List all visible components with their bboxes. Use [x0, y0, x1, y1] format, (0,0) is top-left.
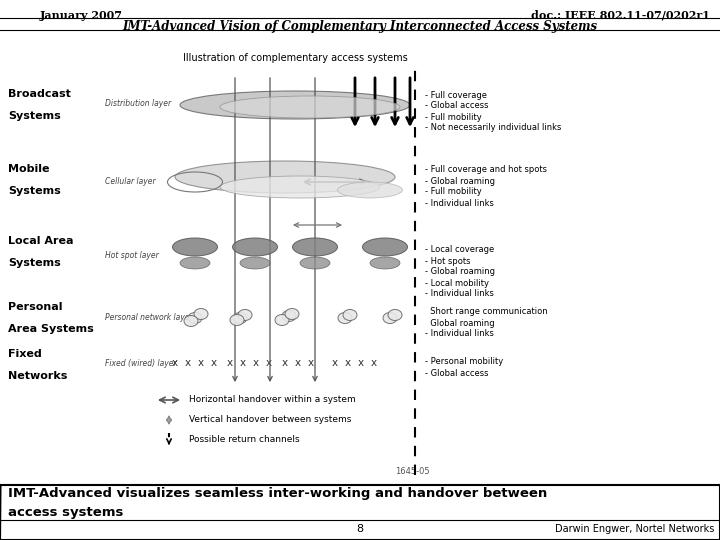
Ellipse shape	[233, 313, 247, 323]
Text: Broadcast: Broadcast	[8, 89, 71, 99]
Text: 1645-05: 1645-05	[395, 468, 430, 476]
Ellipse shape	[285, 308, 299, 320]
Ellipse shape	[233, 238, 277, 256]
Text: x: x	[185, 358, 191, 368]
Text: - Full coverage: - Full coverage	[425, 91, 487, 99]
Text: x: x	[282, 358, 288, 368]
Text: x: x	[211, 358, 217, 368]
Ellipse shape	[230, 314, 244, 326]
Ellipse shape	[275, 314, 289, 326]
Text: Cellular layer: Cellular layer	[105, 178, 156, 186]
Text: x: x	[266, 358, 272, 368]
Text: Horizontal handover within a system: Horizontal handover within a system	[189, 395, 356, 404]
Text: x: x	[227, 358, 233, 368]
Text: Area Systems: Area Systems	[8, 324, 94, 334]
Text: Fixed (wired) layer: Fixed (wired) layer	[105, 359, 176, 368]
Text: x: x	[198, 358, 204, 368]
Text: Global roaming: Global roaming	[425, 319, 495, 327]
Text: - Local mobility: - Local mobility	[425, 279, 489, 287]
Text: - Individual links: - Individual links	[425, 329, 494, 339]
Text: x: x	[345, 358, 351, 368]
Text: - Individual links: - Individual links	[425, 289, 494, 299]
Text: Personal: Personal	[8, 302, 63, 312]
Text: IMT-Advanced visualizes seamless inter-working and handover between: IMT-Advanced visualizes seamless inter-w…	[8, 487, 547, 500]
Ellipse shape	[362, 238, 408, 256]
Ellipse shape	[220, 176, 380, 198]
Text: Possible return channels: Possible return channels	[189, 435, 300, 444]
Text: - Not necessarily individual links: - Not necessarily individual links	[425, 124, 562, 132]
Text: x: x	[253, 358, 259, 368]
Text: Systems: Systems	[8, 111, 60, 121]
Text: Systems: Systems	[8, 186, 60, 196]
Text: - Global roaming: - Global roaming	[425, 177, 495, 186]
Ellipse shape	[180, 257, 210, 269]
Ellipse shape	[194, 308, 208, 320]
Text: x: x	[358, 358, 364, 368]
Text: Local Area: Local Area	[8, 236, 73, 246]
Text: - Individual links: - Individual links	[425, 199, 494, 207]
Text: Short range communication: Short range communication	[425, 307, 548, 316]
Text: - Full coverage and hot spots: - Full coverage and hot spots	[425, 165, 547, 174]
Text: - Personal mobility: - Personal mobility	[425, 357, 503, 367]
Text: - Hot spots: - Hot spots	[425, 256, 470, 266]
Text: - Local coverage: - Local coverage	[425, 246, 494, 254]
Text: doc.: IEEE 802.11-07/0202r1: doc.: IEEE 802.11-07/0202r1	[531, 10, 710, 21]
Text: x: x	[172, 358, 178, 368]
Ellipse shape	[343, 309, 357, 321]
Ellipse shape	[370, 257, 400, 269]
Text: access systems: access systems	[8, 506, 123, 519]
Ellipse shape	[300, 257, 330, 269]
Text: x: x	[295, 358, 301, 368]
Ellipse shape	[188, 313, 202, 323]
Text: - Full mobility: - Full mobility	[425, 187, 482, 197]
Ellipse shape	[282, 310, 296, 321]
Text: Vertical handover between systems: Vertical handover between systems	[189, 415, 351, 424]
Text: Systems: Systems	[8, 258, 60, 268]
Ellipse shape	[173, 238, 217, 256]
Text: IMT-Advanced Vision of Complementary Interconnected Access Systems: IMT-Advanced Vision of Complementary Int…	[122, 20, 598, 33]
Ellipse shape	[180, 91, 410, 119]
Ellipse shape	[175, 161, 395, 193]
Ellipse shape	[184, 315, 198, 327]
Text: 8: 8	[356, 524, 364, 534]
Text: x: x	[332, 358, 338, 368]
Text: Illustration of complementary access systems: Illustration of complementary access sys…	[183, 53, 408, 63]
Text: Fixed: Fixed	[8, 349, 42, 359]
Text: - Global access: - Global access	[425, 102, 488, 111]
Text: - Global access: - Global access	[425, 368, 488, 377]
Text: Hot spot layer: Hot spot layer	[105, 251, 158, 260]
Text: Mobile: Mobile	[8, 164, 50, 174]
Text: x: x	[308, 358, 314, 368]
Text: Networks: Networks	[8, 371, 68, 381]
Ellipse shape	[292, 238, 338, 256]
Ellipse shape	[383, 313, 397, 323]
Text: x: x	[240, 358, 246, 368]
Ellipse shape	[238, 309, 252, 321]
Text: January 2007: January 2007	[40, 10, 123, 21]
Ellipse shape	[220, 96, 400, 118]
Ellipse shape	[240, 257, 270, 269]
Text: x: x	[371, 358, 377, 368]
Ellipse shape	[388, 309, 402, 321]
Ellipse shape	[338, 182, 402, 198]
Text: Personal network layer: Personal network layer	[105, 314, 193, 322]
Text: - Full mobility: - Full mobility	[425, 112, 482, 122]
Text: Distribution layer: Distribution layer	[105, 99, 171, 109]
Text: Darwin Engwer, Nortel Networks: Darwin Engwer, Nortel Networks	[554, 524, 714, 534]
Text: - Global roaming: - Global roaming	[425, 267, 495, 276]
Ellipse shape	[338, 313, 352, 323]
